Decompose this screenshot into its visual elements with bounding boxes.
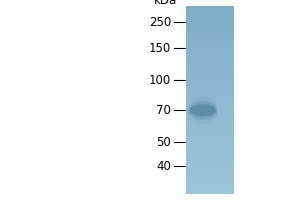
Text: kDa: kDa xyxy=(154,0,177,7)
Text: 40: 40 xyxy=(156,160,171,172)
Text: 150: 150 xyxy=(149,42,171,54)
Text: 250: 250 xyxy=(149,16,171,28)
Ellipse shape xyxy=(190,104,216,116)
Ellipse shape xyxy=(188,101,217,120)
Text: 70: 70 xyxy=(156,104,171,116)
Text: 100: 100 xyxy=(149,73,171,86)
Ellipse shape xyxy=(188,96,217,124)
Text: 50: 50 xyxy=(156,136,171,148)
